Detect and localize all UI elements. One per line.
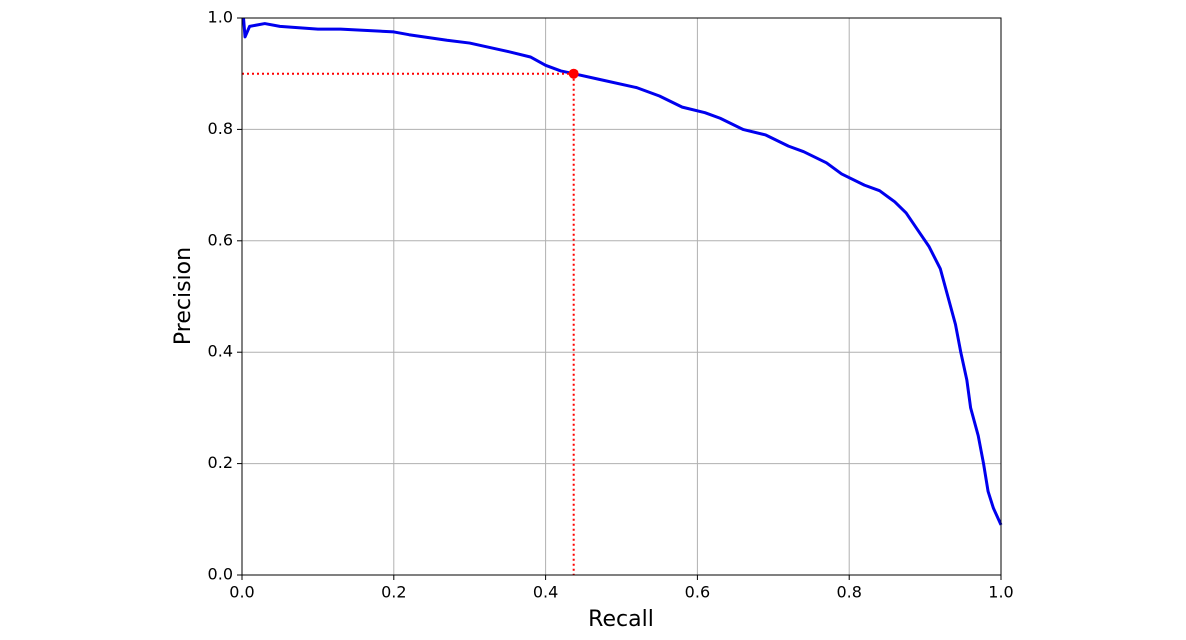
y-axis-label: Precision bbox=[171, 247, 196, 345]
y-tick-label: 0.4 bbox=[208, 342, 233, 361]
y-tick-label: 1.0 bbox=[208, 8, 233, 27]
curve bbox=[242, 17, 1003, 526]
y-tick-label: 0.8 bbox=[208, 119, 233, 138]
threshold-point bbox=[568, 68, 579, 79]
x-tick-label: 1.0 bbox=[988, 583, 1013, 602]
x-tick-label: 0.6 bbox=[685, 583, 710, 602]
y-tick-label: 0.2 bbox=[208, 453, 233, 472]
x-tick-label: 0.4 bbox=[533, 583, 558, 602]
plot-frame bbox=[241, 17, 1002, 576]
x-tick-label: 0.0 bbox=[229, 583, 254, 602]
x-tick-label: 0.8 bbox=[836, 583, 861, 602]
x-axis-label: Recall bbox=[588, 607, 654, 632]
y-tick-label: 0.6 bbox=[208, 230, 233, 249]
x-tick-label: 0.2 bbox=[381, 583, 406, 602]
y-tick-label: 0.0 bbox=[208, 565, 233, 584]
